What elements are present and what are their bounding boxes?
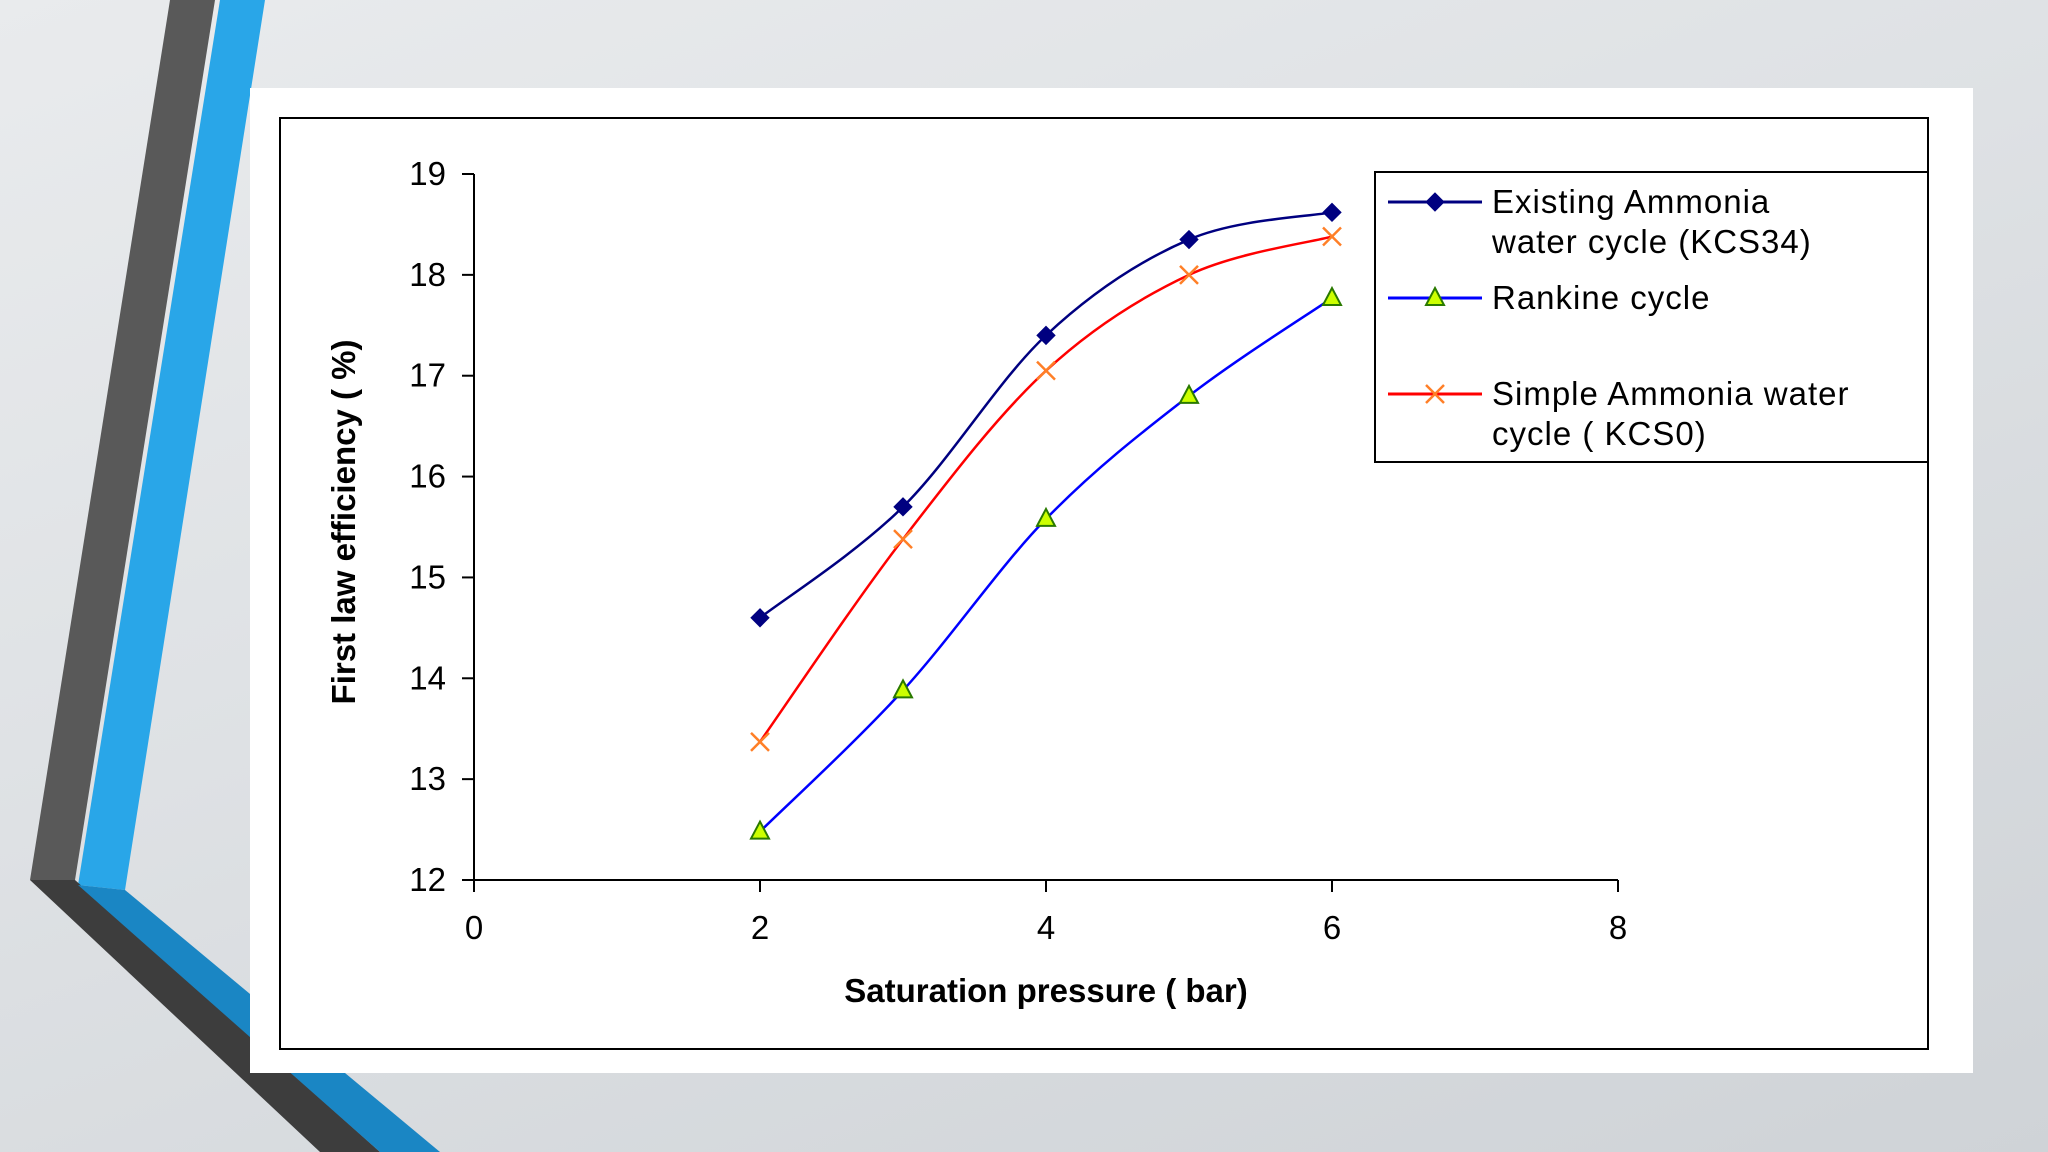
legend-label: Simple Ammonia water bbox=[1492, 375, 1849, 412]
y-tick-label: 15 bbox=[409, 558, 446, 595]
series-0-point bbox=[750, 608, 770, 628]
series-lines bbox=[749, 202, 1343, 840]
legend-label: cycle ( KCS0) bbox=[1492, 415, 1707, 452]
legend-swatch-marker bbox=[1425, 192, 1445, 212]
series-0-point bbox=[893, 497, 913, 517]
decor-blue-stripe bbox=[78, 0, 265, 890]
series-0-point bbox=[1036, 325, 1056, 346]
series-line-1 bbox=[759, 297, 1333, 833]
y-tick-label: 19 bbox=[409, 155, 446, 192]
series-1-point bbox=[1178, 383, 1200, 404]
x-tick-label: 4 bbox=[1037, 909, 1055, 946]
legend-box bbox=[1374, 171, 1929, 463]
legend-swatch-marker bbox=[1424, 285, 1446, 306]
series-line-0 bbox=[759, 211, 1333, 619]
legend-label: Rankine cycle bbox=[1492, 279, 1710, 316]
series-0-point bbox=[1322, 202, 1342, 223]
series-2-point bbox=[1179, 264, 1199, 285]
legend-label: Existing Ammonia bbox=[1492, 183, 1770, 220]
series-0-point bbox=[1179, 229, 1199, 250]
y-tick-label: 12 bbox=[409, 861, 446, 898]
series-2-point bbox=[750, 731, 770, 752]
series-2-point bbox=[1036, 360, 1056, 381]
legend-label: water cycle (KCS34) bbox=[1491, 223, 1812, 260]
y-tick-label: 18 bbox=[409, 256, 446, 293]
plot-frame bbox=[279, 117, 1929, 1050]
series-2-point bbox=[893, 529, 913, 549]
series-1-point bbox=[749, 819, 771, 840]
x-tick-label: 0 bbox=[465, 909, 483, 946]
series-line-2 bbox=[758, 235, 1333, 743]
x-tick-label: 6 bbox=[1323, 909, 1341, 946]
x-axis-title: Saturation pressure ( bar) bbox=[844, 972, 1247, 1009]
axis-ticks: 12 13 14 15 16 17 18 19 0 2 4 6 8 bbox=[409, 155, 1627, 946]
decor-dark-diagonal bbox=[30, 880, 380, 1152]
y-tick-label: 14 bbox=[409, 659, 446, 696]
y-tick-label: 17 bbox=[409, 357, 446, 394]
series-1-point bbox=[892, 678, 914, 699]
x-tick-label: 2 bbox=[751, 909, 769, 946]
legend-swatch-marker bbox=[1425, 384, 1445, 404]
series-2-point bbox=[1322, 226, 1342, 247]
series-1-point bbox=[1321, 285, 1343, 307]
y-axis-title: First law efficiency ( %) bbox=[325, 340, 362, 705]
series-1-point bbox=[1035, 506, 1057, 527]
y-tick-label: 16 bbox=[409, 458, 446, 495]
decor-dark-stripe bbox=[30, 0, 215, 880]
y-tick-label: 13 bbox=[409, 760, 446, 797]
x-tick-label: 8 bbox=[1609, 909, 1627, 946]
